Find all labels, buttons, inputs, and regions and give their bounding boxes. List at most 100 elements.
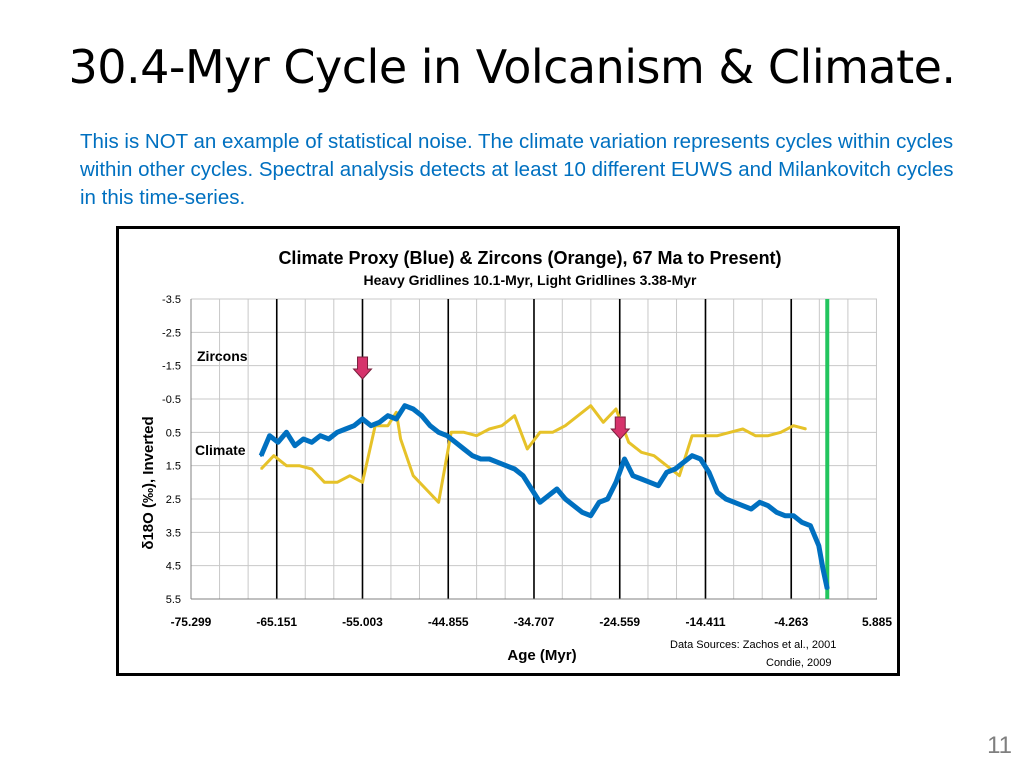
zircons-data-point [767, 434, 769, 437]
zircons-data-point [285, 464, 288, 467]
y-tick-label: -2.5 [162, 327, 181, 339]
y-tick-label: -1.5 [162, 361, 181, 373]
climate-data-point [623, 457, 626, 461]
climate-data-point [690, 454, 694, 457]
zircons-data-point [792, 424, 795, 427]
zircons-data-point [602, 421, 605, 424]
zircons-data-point [754, 434, 757, 437]
climate-data-point [581, 511, 584, 514]
climate-data-point [707, 471, 711, 474]
climate-data-point [454, 441, 457, 444]
zircons-data-point [729, 431, 731, 434]
zircons-data-point [589, 404, 592, 407]
climate-data-point [395, 417, 398, 421]
zircons-data-point [665, 464, 668, 467]
zircons-data-point [488, 428, 491, 430]
climate-data-point [809, 524, 812, 527]
zircons-data-point [412, 474, 415, 477]
climate-data-point [285, 431, 288, 434]
zircons-data-point [387, 424, 389, 427]
x-axis-label: Age (Myr) [507, 647, 576, 664]
grid-layer: -3.5 -2.5 -1.5 -0.5 0.5 1.5 2.5 3.5 4.5 5.5 -75.29… [162, 294, 892, 629]
climate-data-point [471, 454, 474, 457]
climate-data-point [589, 514, 592, 517]
climate-data-point [783, 514, 787, 517]
slide-title: 30.4-Myr Cycle in Volcanism & Climate. [68, 40, 956, 94]
climate-data-point [640, 477, 643, 481]
zircons-data-point [526, 448, 529, 450]
climate-data-point [386, 414, 390, 417]
climate-data-point [555, 487, 559, 491]
climate-data-point [319, 434, 322, 437]
page-number: 11 [987, 732, 1012, 759]
climate-data-point [564, 497, 567, 501]
zircons-data-point [450, 431, 453, 434]
climate-data-point [276, 441, 280, 444]
climate-data-point [648, 481, 652, 484]
y-tick-label: 1.5 [166, 461, 181, 473]
zircons-data-point [741, 428, 744, 430]
zircons-data-point [361, 481, 364, 484]
climate-data-point [437, 431, 440, 434]
marker-layer [352, 356, 631, 440]
zircons-data-point [336, 481, 338, 484]
climate-data-point [716, 491, 719, 494]
zircons-data-point [311, 468, 313, 470]
climate-data-point [428, 424, 432, 427]
climate-data-point [488, 457, 491, 461]
climate-data-point [352, 424, 356, 427]
zircons-series-label: Zircons [197, 348, 248, 364]
x-tick-label: -55.003 [342, 615, 383, 629]
climate-data-point [412, 407, 415, 411]
climate-data-point [462, 447, 466, 451]
climate-data-point [792, 514, 795, 517]
climate-data-point [817, 544, 821, 547]
x-tick-label: -4.263 [774, 615, 808, 629]
climate-data-point [310, 441, 314, 444]
arrow-marker [610, 416, 631, 440]
climate-data-point [766, 504, 770, 507]
climate-data-point [302, 437, 305, 441]
x-tick-label: -14.411 [685, 615, 725, 629]
climate-data-point [724, 497, 728, 501]
zircons-data-point [678, 474, 681, 477]
climate-data-point [293, 444, 297, 447]
zircons-data-point [703, 434, 706, 437]
zircons-data-point [716, 434, 719, 437]
climate-data-point [606, 497, 609, 501]
chart-title: Climate Proxy (Blue) & Zircons (Orange),… [278, 248, 781, 268]
climate-data-point [378, 421, 381, 424]
climate-data-point [420, 414, 423, 417]
zircons-data-point [640, 451, 643, 454]
climate-data-point [673, 467, 677, 471]
climate-data-point [597, 501, 601, 504]
climate-data-point [750, 507, 753, 511]
data-source-line-2: Condie, 2009 [766, 657, 831, 669]
zircons-data-point [513, 414, 516, 417]
climate-data-point [513, 467, 516, 471]
climate-data-point [259, 454, 263, 457]
y-tick-label: -3.5 [162, 294, 181, 306]
slide-body-text: This is NOT an example of statistical no… [80, 130, 954, 209]
x-tick-label: 5.885 [862, 615, 892, 629]
zircons-data-point [539, 431, 541, 434]
zircons-data-point [399, 438, 402, 440]
y-tick-label: 0.5 [166, 427, 181, 439]
climate-data-point [682, 461, 685, 464]
climate-data-point [530, 487, 533, 491]
y-tick-label: 2.5 [166, 494, 181, 506]
climate-data-point [547, 494, 550, 497]
x-tick-label: -24.559 [599, 615, 640, 629]
zircons-data-point [273, 454, 275, 457]
climate-series-label: Climate [195, 442, 246, 458]
climate-data-point [821, 567, 825, 571]
x-tick-label: -34.707 [514, 615, 555, 629]
climate-data-point [504, 464, 508, 467]
zircons-data-point [463, 431, 465, 434]
zircons-data-point [577, 414, 579, 417]
zircons-data-point [779, 431, 782, 434]
zircons-data-point [615, 408, 617, 410]
climate-zircon-chart: -3.5 -2.5 -1.5 -0.5 0.5 1.5 2.5 3.5 4.5 5.5 -75.29… [140, 248, 892, 669]
climate-data-point [614, 481, 618, 484]
climate-data-point [631, 474, 635, 477]
